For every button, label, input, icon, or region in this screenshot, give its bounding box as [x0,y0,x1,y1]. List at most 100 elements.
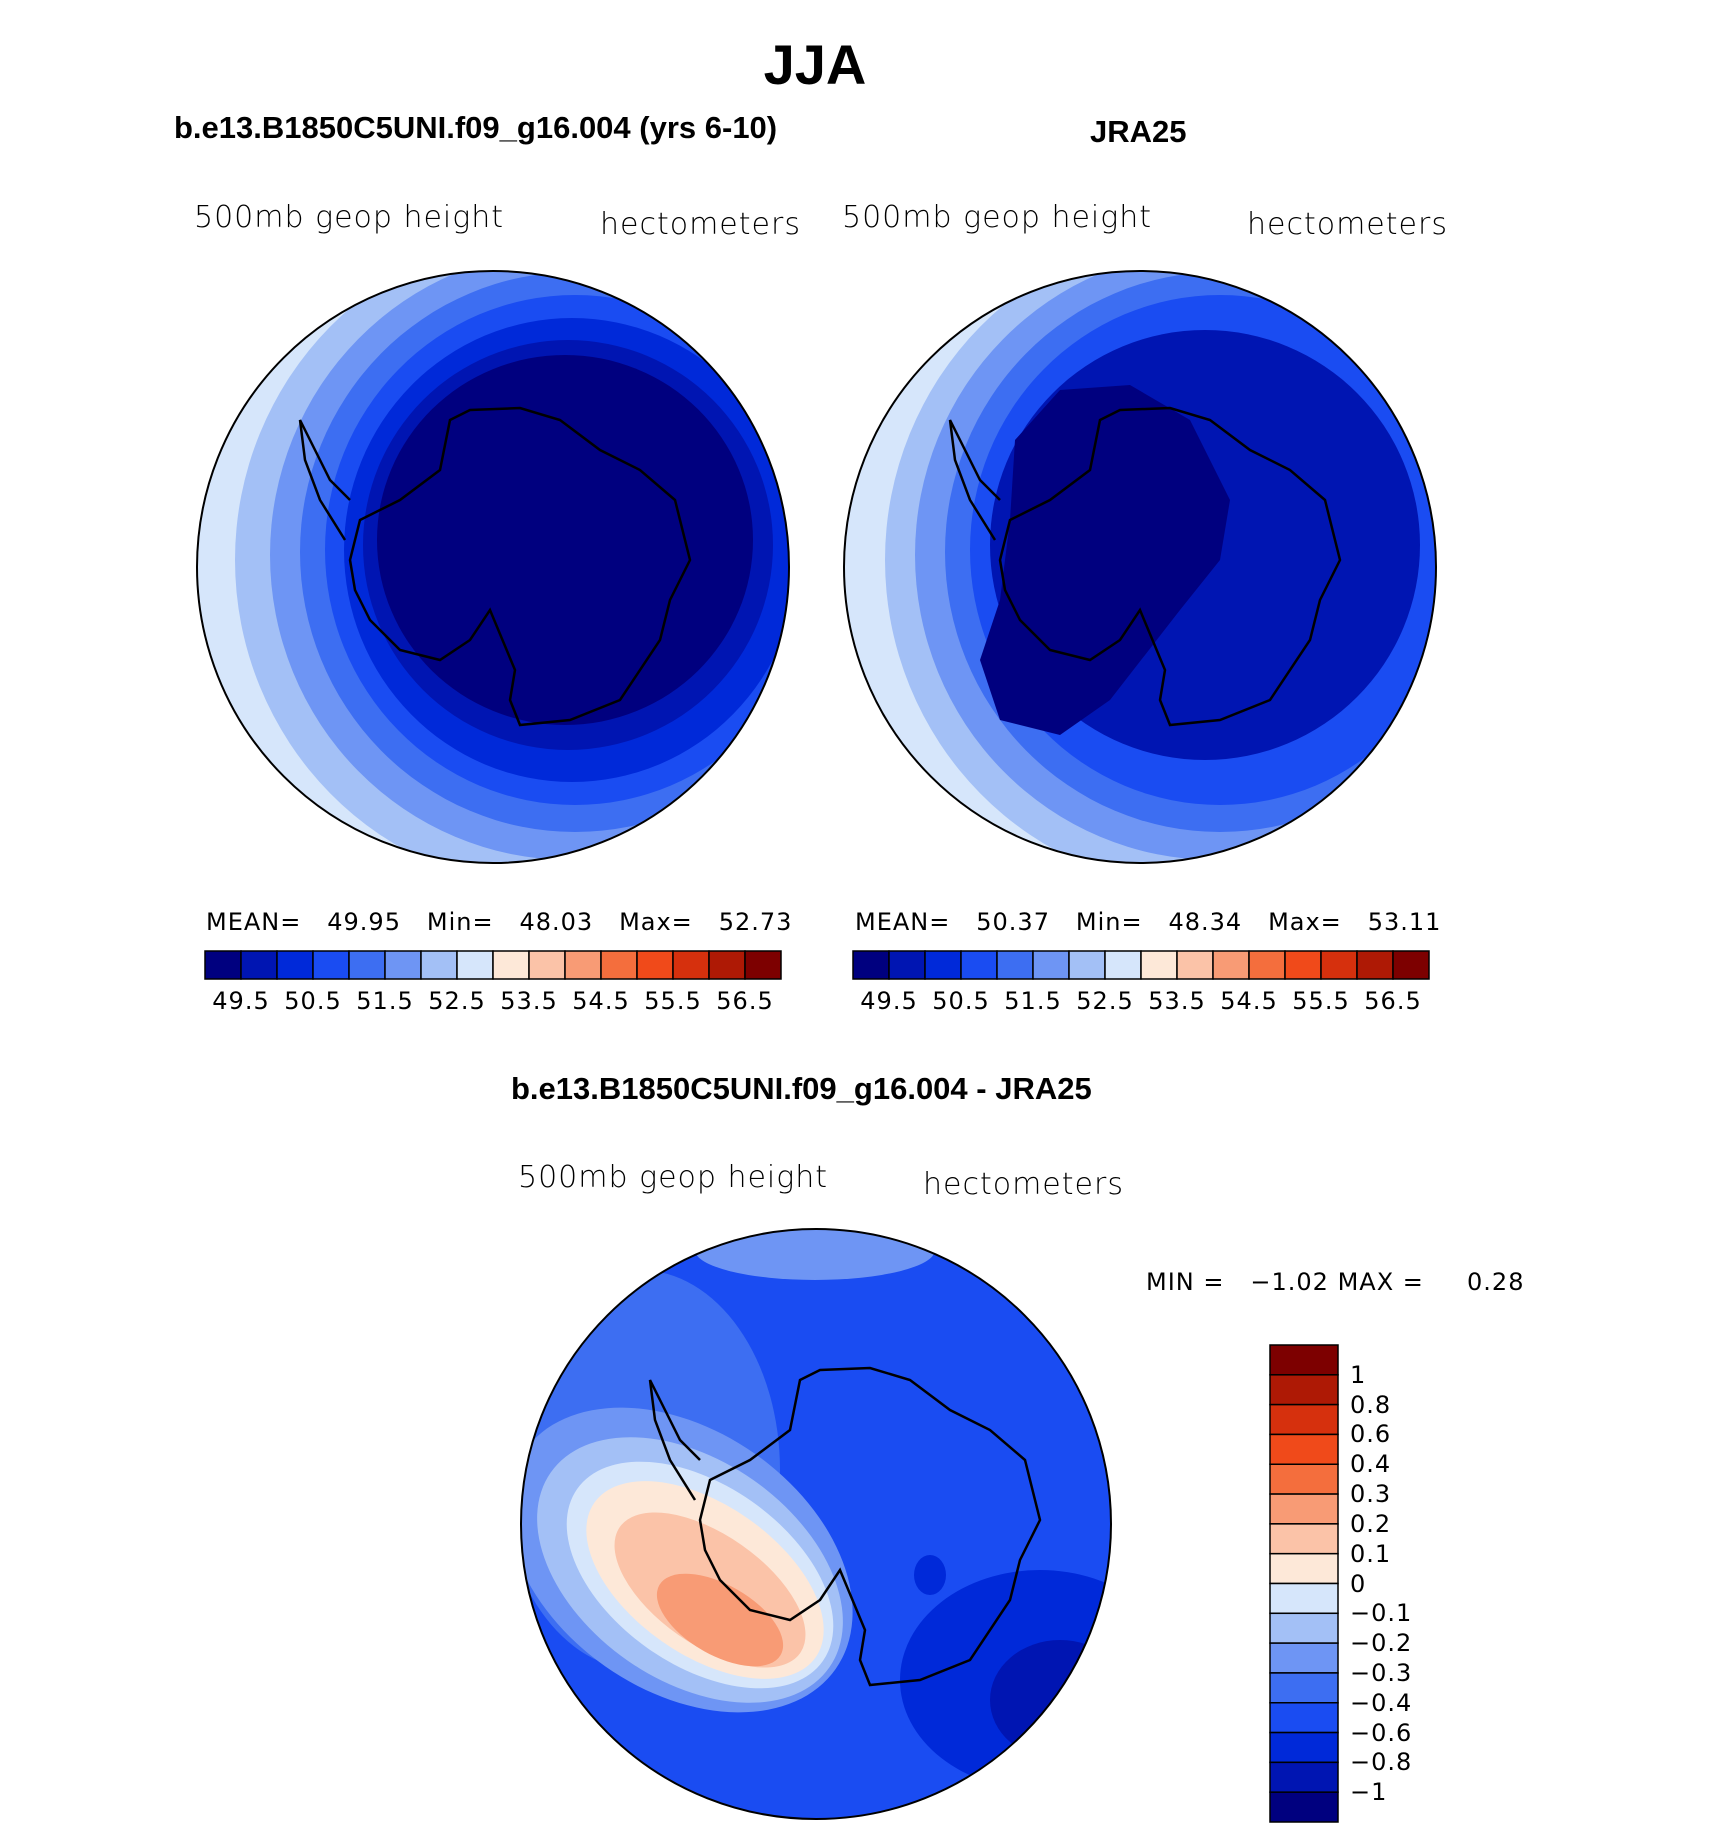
model-map [197,271,789,863]
diff-colorbar-box [1269,1374,1339,1406]
diff-colorbar-tick-label: 0.6 [1350,1420,1392,1449]
diff-colorbar-tick-label: −0.6 [1350,1718,1413,1747]
diff-colorbar-tick-label: 0.2 [1350,1509,1392,1538]
model-colorbar-box [492,950,530,980]
diff-max-value: 0.28 [1467,1268,1525,1296]
map-c-peninsula [648,1379,701,1501]
model-colorbar-box [312,950,350,980]
map-a-antarctica-coast [348,406,692,727]
model-colorbar-box [456,950,494,980]
model-colorbar-tick-label: 51.5 [356,987,414,1015]
model-colorbar-tick-label: 52.5 [428,987,486,1015]
obs-mean-value: 50.37 [976,908,1050,936]
diff-panel-title: b.e13.B1850C5UNI.f09_g16.004 - JRA25 [511,1071,1092,1106]
diff-map [521,1229,1111,1819]
map-c-band-7 [656,1573,784,1667]
obs-colorbar-tick-label: 51.5 [1004,987,1062,1015]
diff-min-value: −1.02 [1250,1268,1329,1296]
diff-colorbar-tick-label: 1 [1350,1360,1367,1389]
diff-colorbar-box [1269,1761,1339,1793]
model-mean-label: MEAN= [206,908,302,936]
obs-max-label: Max= [1268,908,1342,936]
diff-variable-label: 500mb geop height [518,1160,829,1195]
obs-variable-label: 500mb geop height [842,200,1153,235]
obs-colorbar-box [1356,950,1394,980]
obs-colorbar-box [1140,950,1178,980]
model-colorbar-box [600,950,638,980]
diff-max-label: MAX = [1337,1268,1424,1296]
diff-colorbar-tick-label: 0.4 [1350,1450,1392,1479]
diff-colorbar-box [1269,1582,1339,1615]
obs-panel-title: JRA25 [1090,114,1187,149]
model-colorbar-tick-label: 56.5 [716,987,774,1015]
obs-colorbar-box [1284,950,1322,980]
diff-colorbar-box [1269,1552,1339,1585]
diff-colorbar-box [1269,1403,1339,1436]
diff-colorbar-tick-label: −1 [1350,1778,1388,1807]
model-colorbar-box [276,950,314,980]
diff-colorbar-box [1269,1642,1339,1674]
model-colorbar-box [528,950,566,980]
map-a-band-8 [377,355,753,725]
model-colorbar-box [240,950,278,980]
obs-units-label: hectometers [1247,207,1448,242]
obs-colorbar-box [960,950,998,980]
model-colorbar-box [636,950,674,980]
diff-colorbar-box [1269,1791,1339,1823]
obs-max-value: 53.11 [1367,908,1442,936]
model-colorbar-box [708,950,746,980]
model-min-label: Min= [426,908,494,936]
obs-map-border [843,270,1437,864]
model-variable-label: 500mb geop height [194,200,505,235]
model-max-label: Max= [619,908,693,936]
figure-title: JJA [763,33,867,96]
diff-colorbar-tick-label: 0 [1350,1569,1367,1598]
diff-units-label: hectometers [923,1167,1124,1202]
model-colorbar-tick-label: 53.5 [500,987,558,1015]
diff-colorbar-box [1269,1702,1339,1734]
diff-colorbar-box [1269,1731,1339,1764]
model-colorbar-box [420,950,458,980]
map-c-dark-spot [914,1555,946,1595]
model-min-value: 48.03 [519,908,594,936]
diff-colorbar-tick-label: −0.1 [1350,1599,1413,1628]
obs-colorbar-tick-label: 55.5 [1292,987,1350,1015]
diff-colorbar-box [1269,1672,1339,1704]
obs-colorbar-tick-label: 49.5 [860,987,918,1015]
obs-colorbar-box [1212,950,1250,980]
diff-min-label: MIN = [1146,1268,1225,1296]
obs-colorbar-box [996,950,1034,980]
model-colorbar-tick-label: 54.5 [572,987,630,1015]
model-colorbar [204,950,782,980]
diff-colorbar-tick-label: −0.3 [1350,1658,1413,1687]
diff-colorbar-box [1269,1463,1339,1495]
model-colorbar-box [564,950,602,980]
map-b-peninsula [948,419,1001,541]
obs-colorbar-box [1320,950,1358,980]
obs-colorbar-tick-label: 53.5 [1148,987,1206,1015]
obs-colorbar-tick-label: 50.5 [932,987,990,1015]
obs-min-label: Min= [1075,908,1143,936]
obs-colorbar-box [1068,950,1106,980]
diff-colorbar-box [1269,1344,1339,1376]
obs-colorbar-tick-label: 56.5 [1364,987,1422,1015]
obs-colorbar-box [1032,950,1070,980]
model-stats: MEAN= 49.95 Min= 48.03 Max= 52.73 [206,908,792,936]
model-colorbar-box [204,950,242,980]
diff-stats: MIN = −1.02 MAX = 0.28 [1146,1268,1524,1296]
model-colorbar-box [348,950,386,980]
diff-colorbar-tick-label: 0.1 [1350,1539,1392,1568]
model-colorbar-box [384,950,422,980]
model-colorbar-box [672,950,710,980]
obs-colorbar-box [1248,950,1286,980]
model-colorbar-tick-label: 49.5 [212,987,270,1015]
diff-colorbar-box [1269,1433,1339,1465]
obs-colorbar-box [1104,950,1142,980]
diff-colorbar-box [1269,1493,1339,1525]
obs-colorbar-box [888,950,926,980]
map-c-antarctica-coast [698,1366,1042,1687]
model-mean-value: 49.95 [327,908,401,936]
obs-colorbar [852,950,1430,980]
model-max-value: 52.73 [718,908,793,936]
